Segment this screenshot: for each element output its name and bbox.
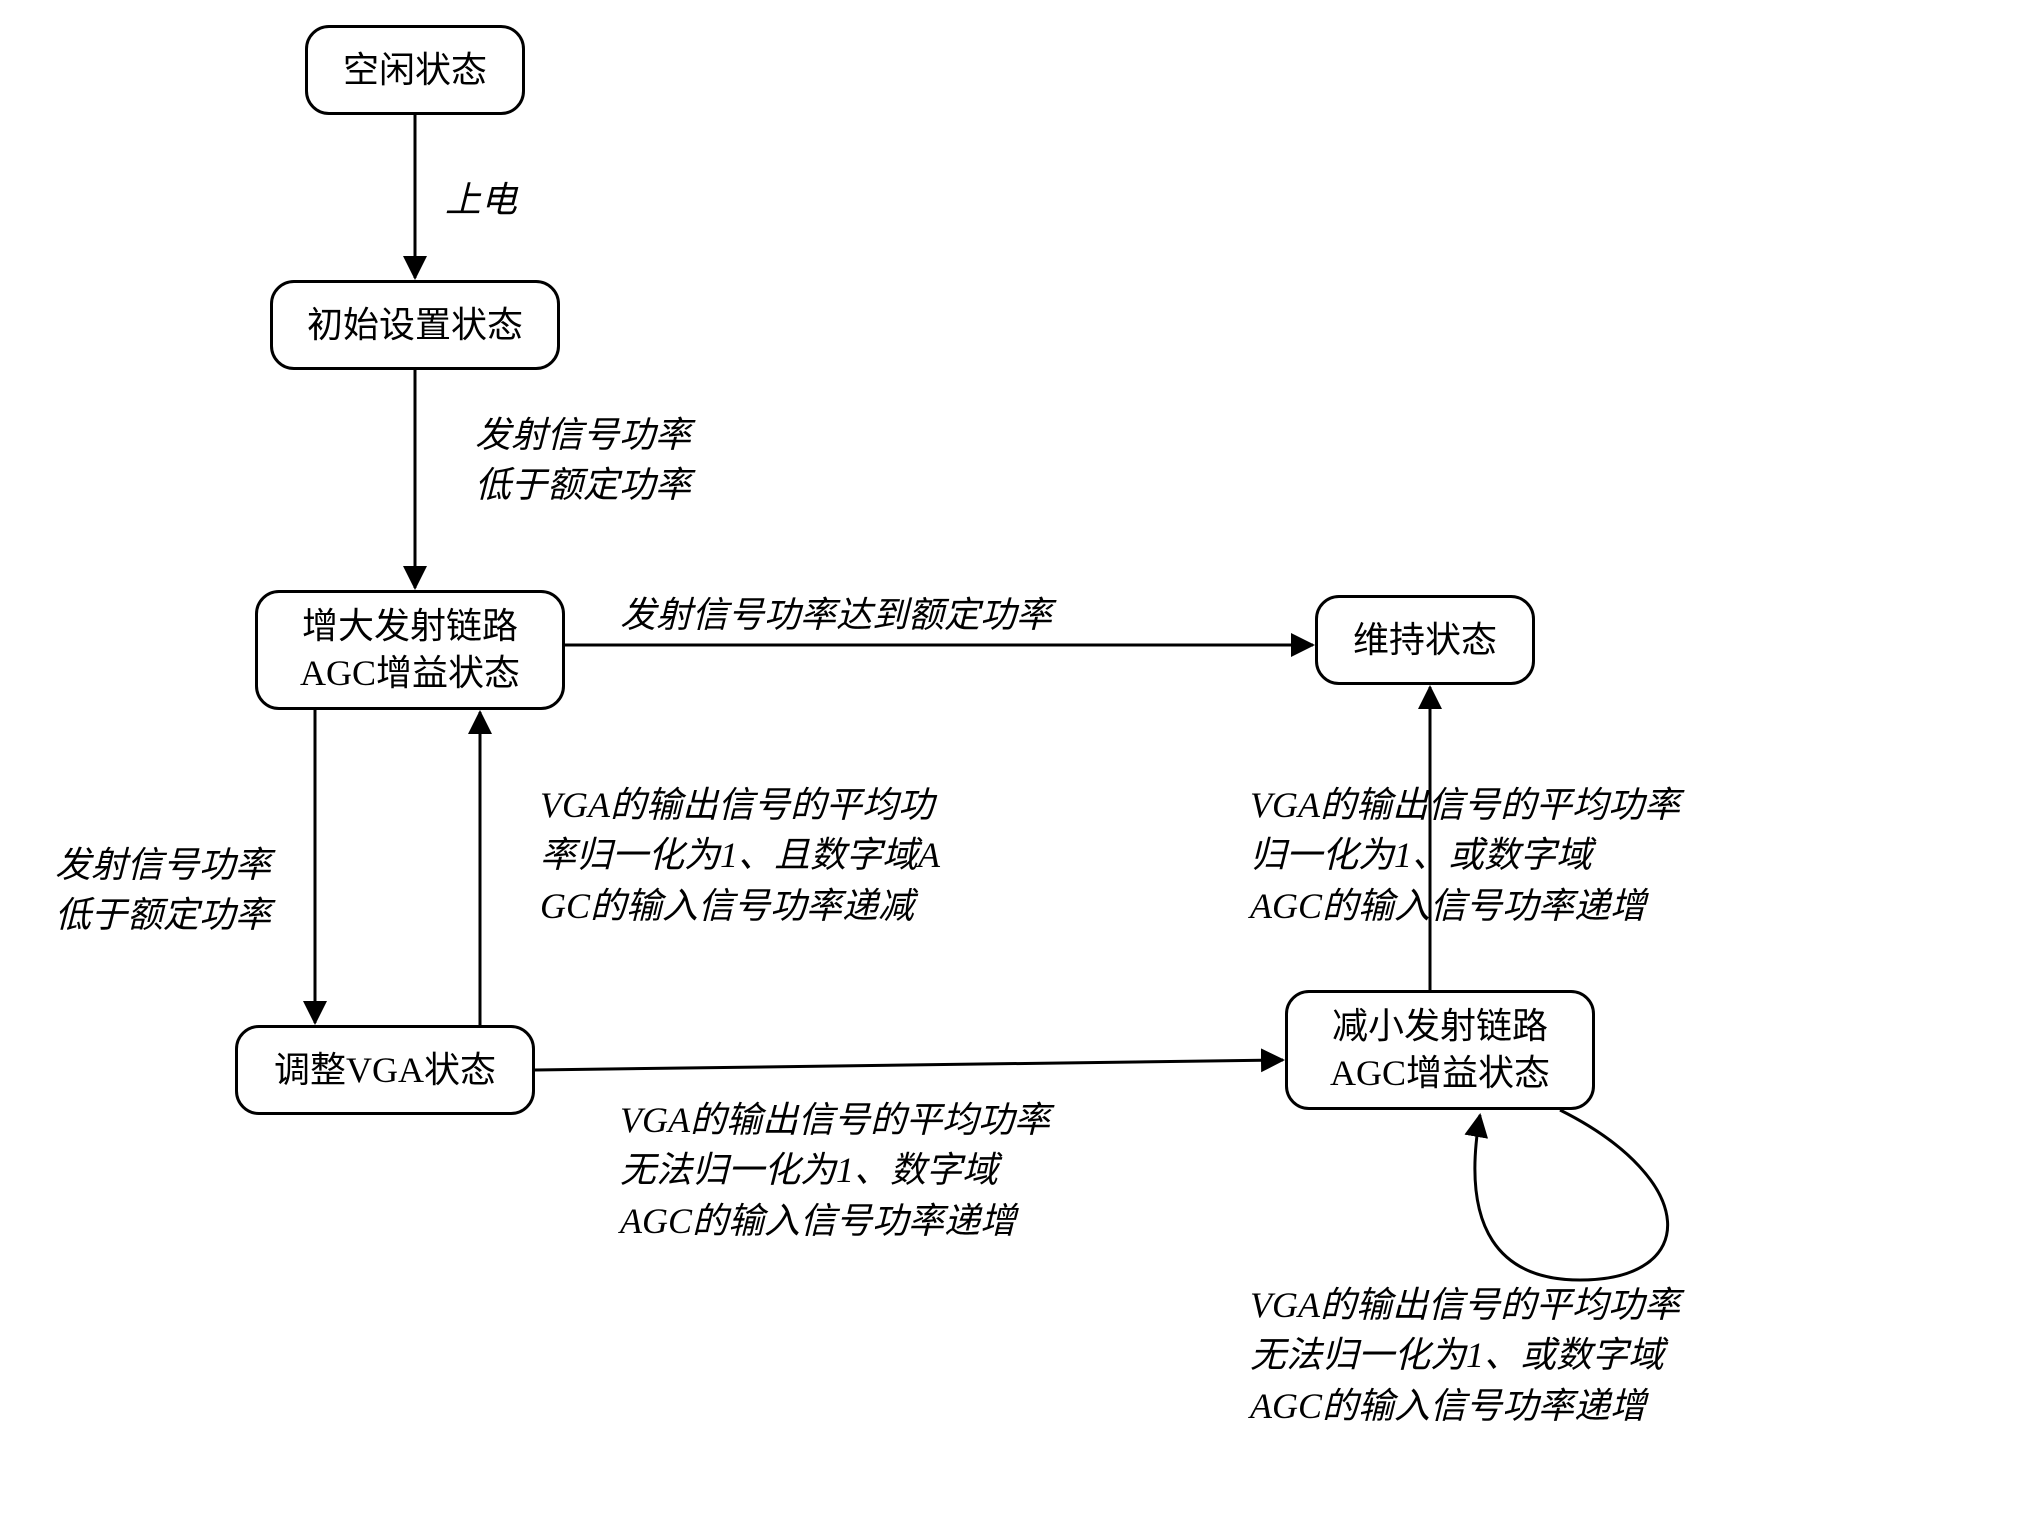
node-decrease: 减小发射链路 AGC增益状态 [1285, 990, 1595, 1110]
node-increase-label: 增大发射链路 AGC增益状态 [300, 603, 520, 697]
label-power-on: 上电 [445, 175, 517, 225]
node-idle: 空闲状态 [305, 25, 525, 115]
label-below-rated: 发射信号功率 低于额定功率 [475, 410, 691, 511]
node-maintain: 维持状态 [1315, 595, 1535, 685]
label-below-rated2: 发射信号功率 低于额定功率 [55, 840, 271, 941]
node-idle-label: 空闲状态 [343, 47, 487, 94]
edge-adjust-decrease [535, 1060, 1283, 1070]
node-maintain-label: 维持状态 [1353, 617, 1497, 664]
label-vga-norm-or-inc: VGA的输出信号的平均功率 归一化为1、或数字域 AGC的输入信号功率递增 [1250, 780, 1680, 931]
edge-decrease-selfloop [1475, 1110, 1668, 1280]
node-adjust-label: 调整VGA状态 [274, 1047, 496, 1094]
node-init-label: 初始设置状态 [307, 302, 523, 349]
edges-svg [0, 0, 2031, 1530]
node-increase: 增大发射链路 AGC增益状态 [255, 590, 565, 710]
node-init: 初始设置状态 [270, 280, 560, 370]
node-decrease-label: 减小发射链路 AGC增益状态 [1330, 1003, 1550, 1097]
label-vga-nonorm-or-inc: VGA的输出信号的平均功率 无法归一化为1、或数字域 AGC的输入信号功率递增 [1250, 1280, 1680, 1431]
label-reach-rated: 发射信号功率达到额定功率 [620, 590, 1052, 640]
node-adjust: 调整VGA状态 [235, 1025, 535, 1115]
label-vga-nonorm-inc: VGA的输出信号的平均功率 无法归一化为1、数字域 AGC的输入信号功率递增 [620, 1095, 1050, 1246]
label-vga-norm-dec: VGA的输出信号的平均功 率归一化为1、且数字域A GC的输入信号功率递减 [540, 780, 940, 931]
